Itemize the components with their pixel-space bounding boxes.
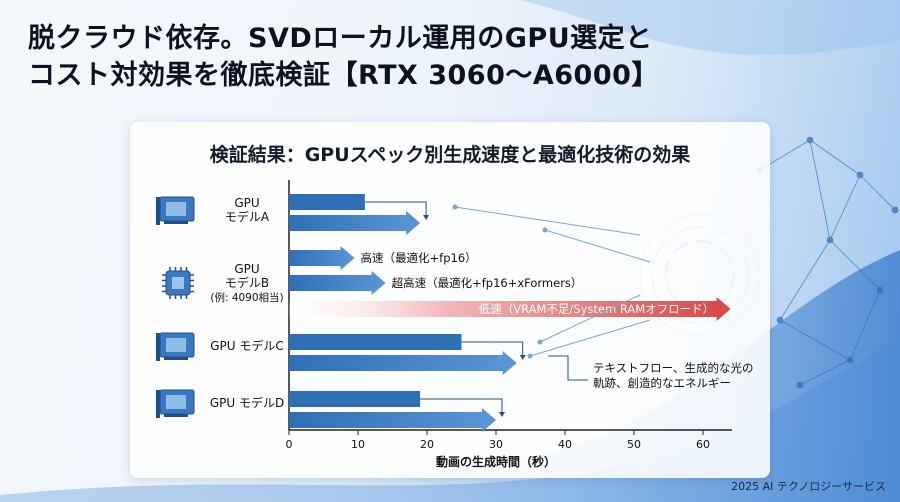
chart-title: 検証結果：GPUスペック別生成速度と最適化技術の効果 [209,144,691,166]
arrow-bar [289,271,386,295]
gpu-card-icon [156,196,195,225]
x-tick-label: 20 [420,438,434,451]
category-label: GPU モデルD [210,395,284,410]
category-label: モデルB [225,275,269,290]
page-title-line-1: 脱クラウド依存。SVDローカル運用のGPU選定と [28,23,653,54]
chip-icon [162,267,194,299]
bar-connector-arrow [499,412,505,417]
arrow-bar [289,246,355,270]
category-label: GPU [234,262,259,276]
footer-credit: 2025 AI テクノロジーサービス [731,480,886,493]
flow-connector-node [452,204,458,210]
x-tick-label: 40 [558,438,572,451]
annotation-text: テキストフロー、生成的な光の [593,361,754,375]
slow-arrow-bar [289,297,731,321]
flow-connector-node [537,339,543,345]
gpu-card-icon [156,389,195,418]
arrow-bar [289,211,421,235]
bar [289,391,421,407]
annotation-leader-line [548,355,588,381]
category-label: GPU [234,196,259,210]
x-tick-label: 60 [696,438,710,451]
arrow-bar [289,408,496,432]
page-title-line-2: コスト対効果を徹底検証【RTX 3060〜A6000】 [28,60,659,91]
category-label: GPU モデルC [210,338,284,353]
bar-connector-line [461,341,524,357]
bar-connector-line [420,398,503,414]
bar-data-label: 超高速（最適化+fp16+xFormers） [392,276,583,290]
flow-connector-line [454,206,641,236]
x-tick-label: 0 [286,438,293,451]
annotation-text: 軌跡、創造的なエネルギー [593,376,731,390]
bar-connector-line [364,201,427,217]
category-label: モデルA [225,209,270,224]
x-axis-label: 動画の生成時間（秒） [436,454,556,469]
bar [289,194,365,210]
x-tick-label: 30 [489,438,503,451]
category-label: (例: 4090相当) [210,291,283,304]
bar-data-label: 低速（VRAM不足/System RAMオフロード） [479,302,714,316]
bar-connector-arrow [519,355,526,360]
bar-connector-arrow [423,215,430,220]
page-title: 脱クラウド依存。SVDローカル運用のGPU選定と コスト対効果を徹底検証【RTX… [28,20,659,94]
bar [289,334,462,350]
bar-data-label: 高速（最適化+fp16） [361,251,477,265]
gpu-card-icon [156,332,195,361]
flow-connector-line [539,294,641,343]
x-tick-label: 10 [351,438,365,451]
flow-connector-node [527,353,533,359]
arrow-bar [289,351,517,375]
flow-connector-line [529,319,651,357]
flow-connector-node [542,227,548,233]
x-tick-label: 50 [627,438,641,451]
flow-connector-line [544,229,651,263]
